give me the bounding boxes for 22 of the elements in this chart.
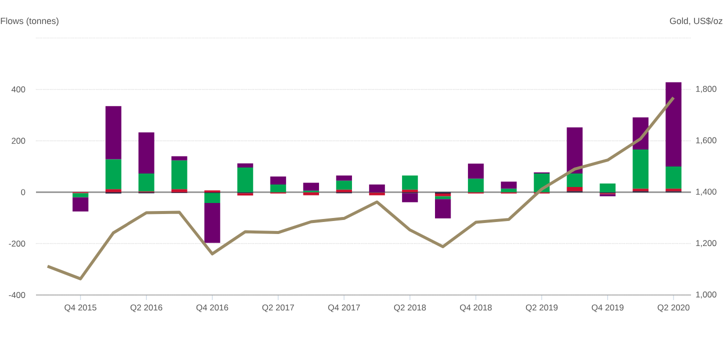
x-tick-label: Q4 2018 (460, 304, 492, 312)
y2-tick-label: 1,000 (696, 292, 716, 298)
x-tick-label: Q4 2016 (196, 304, 228, 312)
y2-tick-label: 1,400 (696, 188, 716, 196)
y-tick-label: 200 (12, 138, 26, 144)
y-axis-title: Flows (tonnes) (0, 17, 58, 26)
y2-axis-title: Gold, US$/oz (670, 17, 722, 26)
y2-tick-label: 1,800 (696, 86, 716, 93)
y-tick-label: -400 (8, 292, 26, 298)
x-tick-label: Q2 2017 (262, 304, 294, 312)
x-tick-label: Q2 2019 (526, 304, 558, 312)
y2-tick-label: 1,600 (696, 137, 716, 144)
x-tick-label: Q2 2018 (394, 304, 426, 312)
y-tick-label: 400 (12, 86, 26, 92)
y-tick-label: -200 (8, 240, 26, 247)
x-tick-label: Q2 2016 (130, 304, 162, 312)
y2-tick-label: 1,200 (696, 240, 716, 248)
x-tick-label: Q4 2015 (64, 304, 96, 312)
x-tick-label: Q4 2017 (328, 304, 360, 312)
x-tick-label: Q2 2020 (658, 304, 690, 312)
x-tick-label: Q4 2019 (592, 304, 624, 312)
y-tick-label: 0 (21, 189, 26, 196)
